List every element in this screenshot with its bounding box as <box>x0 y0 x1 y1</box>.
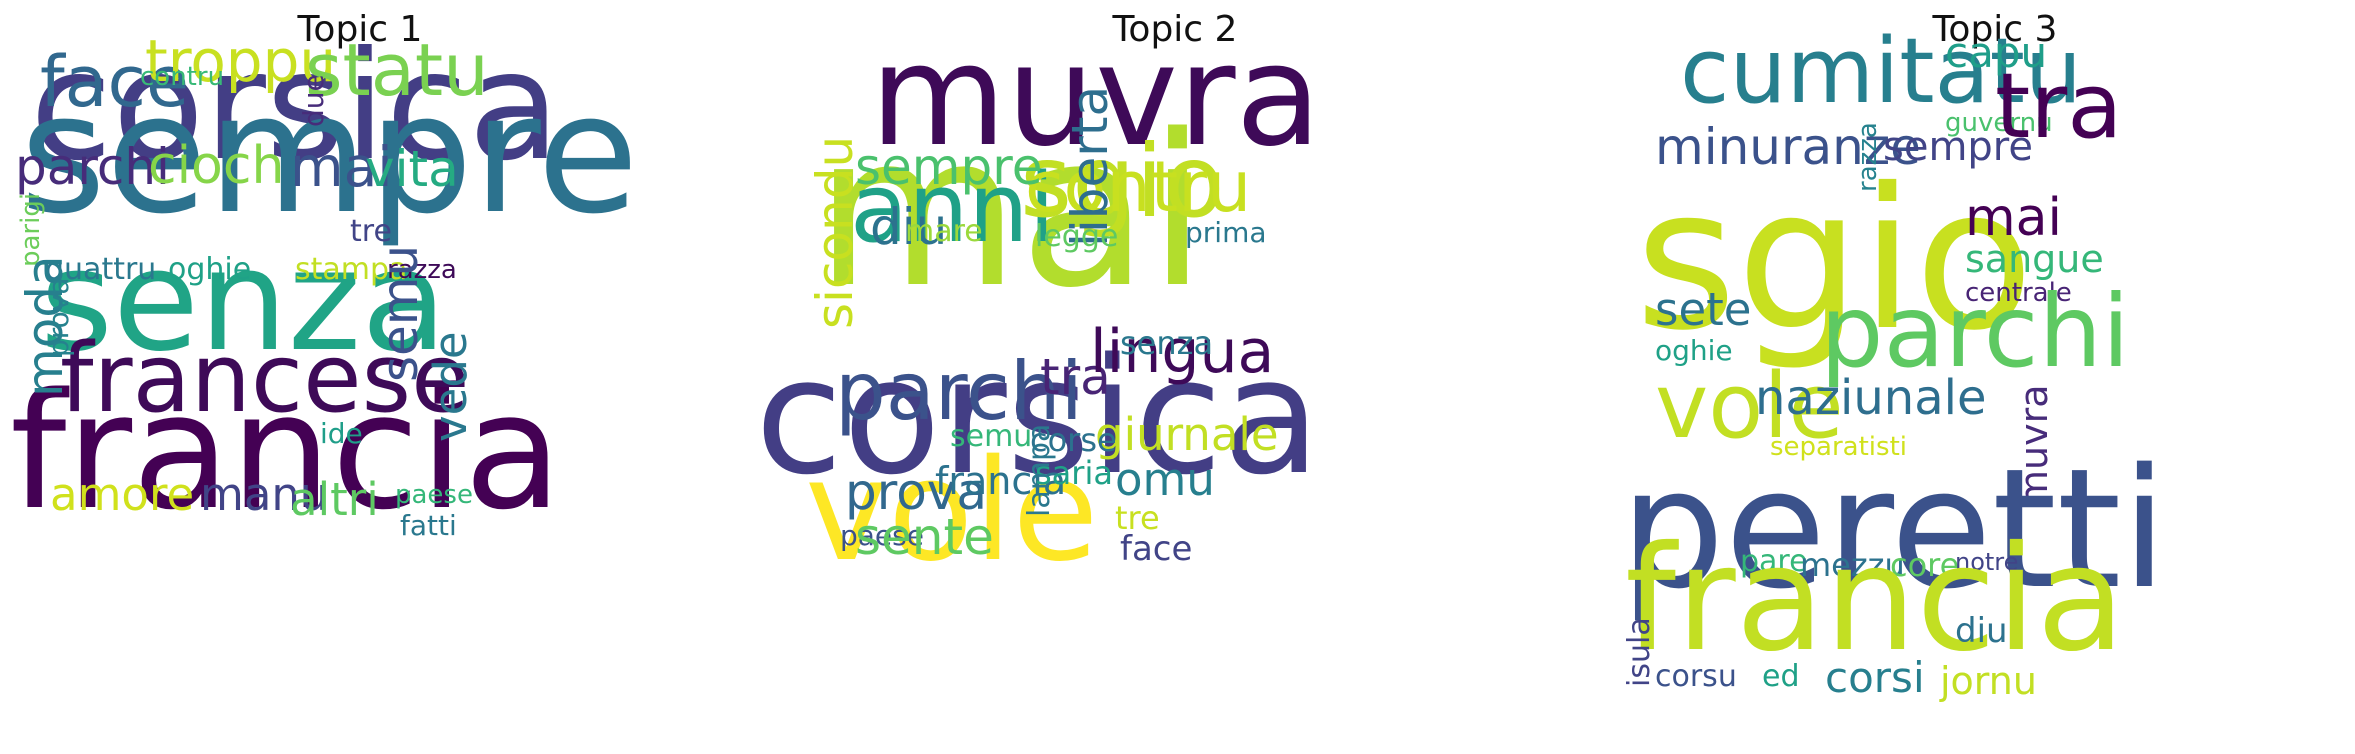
word-parchi: parchi <box>15 138 170 196</box>
word-tre: tre <box>350 214 392 249</box>
word-francia: francia <box>1625 515 2126 684</box>
word-tre: tre <box>1115 499 1160 537</box>
word-vole: vole <box>805 430 1099 593</box>
topic-2-panel: Topic 2 muvra mai corsica vole anni sgio contr… <box>755 0 1535 754</box>
word-senza: senza <box>40 220 448 383</box>
word-sete: sete <box>1655 283 1752 336</box>
word-oghie: oghie <box>1655 334 1733 367</box>
word-fatti: fatti <box>400 509 457 542</box>
word-face: face <box>1120 529 1193 569</box>
word-vole: vole <box>1655 354 1844 459</box>
word-corsi: corsi <box>1825 653 1925 702</box>
word-cioch: cioch <box>148 136 285 196</box>
word-corsu: corsu <box>1655 659 1737 694</box>
word-ed: ed <box>1762 659 1800 694</box>
word-francia: francia <box>10 358 563 545</box>
topic-3-title: Topic 3 <box>1932 9 2058 50</box>
word-notre: notre <box>1955 548 2019 576</box>
word-mare: mare <box>905 214 983 249</box>
word-parchi: parchi <box>1820 273 2130 390</box>
word-mezzu: mezzu <box>1800 546 1905 584</box>
word-parchi: parchi <box>835 345 1083 438</box>
word-tra: tra <box>1040 348 1111 406</box>
word-razza: razza <box>387 255 457 285</box>
word-sempre: sempre <box>855 138 1043 196</box>
word-saria: saria <box>1035 454 1113 492</box>
word-sgio: sgio <box>1635 146 2034 373</box>
word-lampa: lampa <box>1022 423 1057 517</box>
word-sente: sente <box>855 508 994 566</box>
word-minuranze: minuranze <box>1655 118 1921 176</box>
word-sangue: sangue <box>1965 237 2104 281</box>
word-corse: corse <box>1030 421 1117 459</box>
topic-3-word-cloud: cumitatu capu guvernu tra minuranze sempre sgi… <box>1620 27 2355 752</box>
word-vede: vede <box>424 331 477 442</box>
word-mai: mai <box>290 135 393 199</box>
word-prima: prima <box>1185 216 1267 249</box>
topic-3-panel: Topic 3 cumitatu capu guvernu tra minuranze s… <box>1620 0 2355 754</box>
word-semu: semu <box>371 244 429 382</box>
word-muvra: muvra <box>870 15 1322 178</box>
word-prova: prova <box>42 277 75 357</box>
word-face: face <box>40 41 190 123</box>
word-manu: manu <box>200 468 329 521</box>
word-oghie: oghie <box>168 252 252 287</box>
word-stampa: stampa <box>295 252 408 287</box>
word-francese: francese <box>60 324 470 434</box>
word-sempre: sempre <box>1883 124 2033 170</box>
word-core: core <box>1890 546 1960 584</box>
word-amore: amore <box>50 468 195 521</box>
word-diu: diu <box>870 198 948 256</box>
word-senza: senza <box>1120 324 1214 362</box>
topic-2-word-cloud: muvra mai corsica vole anni sgio contru sempre d… <box>755 27 1535 752</box>
word-isula: isula <box>1622 617 1657 687</box>
word-contru: contru <box>1025 146 1252 228</box>
word-vita: vita <box>365 140 459 198</box>
word-paese: paese <box>395 480 473 510</box>
word-giurnale: giurnale <box>1095 408 1279 461</box>
topic-1-title: Topic 1 <box>297 9 423 50</box>
word-lingua: lingua <box>1090 317 1275 387</box>
word-centrale: centrale <box>1965 278 2072 308</box>
word-naziunale: naziunale <box>1755 370 1987 426</box>
word-troppu: troppu <box>145 27 337 95</box>
topic-1-word-cloud: corsica sempre senza francia francese face tro… <box>0 32 720 752</box>
word-quattru: quattru <box>45 252 157 287</box>
word-mai: mai <box>1965 188 2062 248</box>
topic-2-title: Topic 2 <box>1112 9 1238 50</box>
word-contru: contru <box>140 62 225 92</box>
word-semu: semu <box>950 419 1033 454</box>
word-paese: paese <box>840 519 924 552</box>
word-jornu: jornu <box>1940 659 2037 703</box>
word-razza: razza <box>1853 122 1883 192</box>
word-sicondu: sicondu <box>806 135 864 329</box>
word-capu: capu <box>1945 28 2048 77</box>
word-sempre: sempre <box>20 58 639 250</box>
word-mai: mai <box>815 89 1207 334</box>
word-peretti: peretti <box>1620 433 2168 625</box>
word-legge: legge <box>1035 219 1119 254</box>
word-guvernu: guvernu <box>1945 108 2053 138</box>
word-altri: altri <box>290 473 379 526</box>
word-diu: diu <box>1955 611 2008 651</box>
word-anni: anni <box>850 154 1056 264</box>
word-omu: omu <box>1115 453 1215 506</box>
word-cumitatu: cumitatu <box>1680 19 2082 124</box>
topic-1-panel: Topic 1 corsica sempre senza francia frances… <box>0 0 720 754</box>
word-tra: tra <box>1995 54 2123 159</box>
word-corsica: corsica <box>755 323 1321 510</box>
word-statu: statu <box>305 28 489 112</box>
word-pare: pare <box>1740 544 1808 579</box>
word-due: due <box>297 74 330 127</box>
word-francia: francia <box>935 459 1067 503</box>
word-separatisti: separatisti <box>1770 432 1907 462</box>
word-ide: ide <box>320 417 363 450</box>
word-corsica: corsica <box>30 20 561 194</box>
word-prova: prova <box>845 463 988 521</box>
word-sgio: sgio <box>1020 123 1225 240</box>
